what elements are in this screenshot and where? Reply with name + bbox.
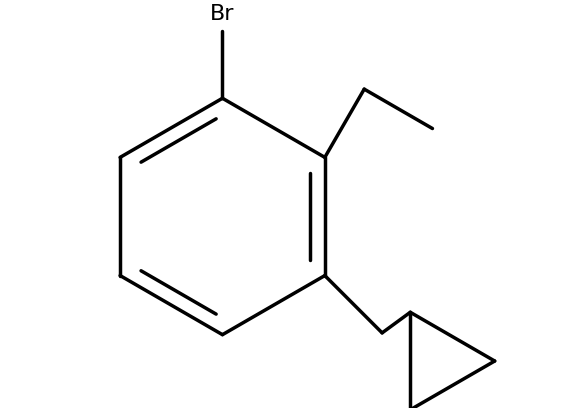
Text: Br: Br (210, 4, 235, 24)
